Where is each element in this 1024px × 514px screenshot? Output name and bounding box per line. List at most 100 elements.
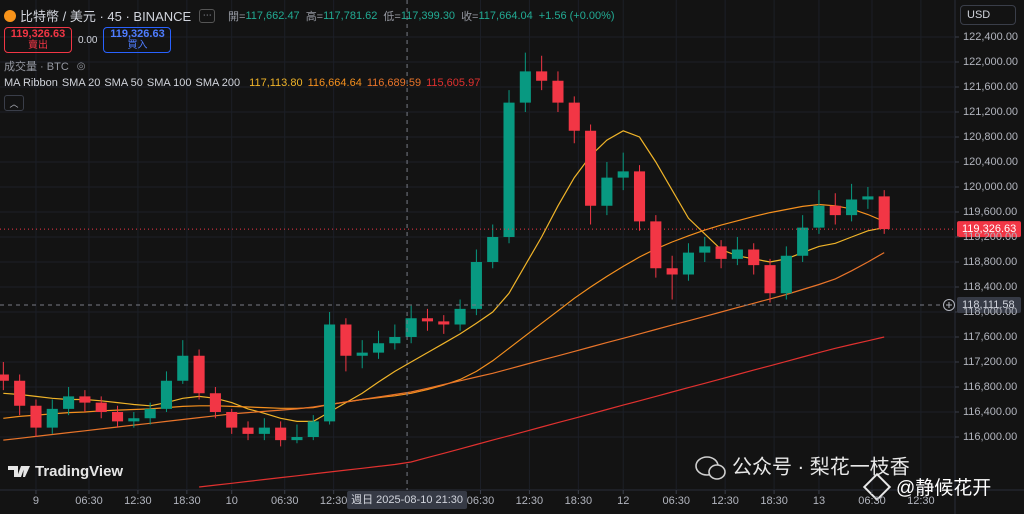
y-tick-label: 119,200.00 xyxy=(963,231,1017,243)
y-tick-label: 116,000.00 xyxy=(963,431,1017,443)
candle-body xyxy=(568,102,580,131)
candle-body xyxy=(372,343,385,353)
candle-body xyxy=(633,171,646,222)
x-tick-label: 06:30 xyxy=(271,495,299,507)
x-tick-label: 10 xyxy=(226,495,238,507)
volume-label: 成交量 · BTC xyxy=(4,61,69,73)
candle-body xyxy=(470,262,482,309)
candle-body xyxy=(552,80,564,103)
y-tick-label: 122,000.00 xyxy=(963,56,1018,68)
x-tick-label: 18:30 xyxy=(760,495,788,507)
y-tick-label: 120,400.00 xyxy=(963,156,1018,168)
candle-body xyxy=(209,393,221,412)
candle-body xyxy=(144,408,156,419)
symbol[interactable]: 比特幣 / 美元 · 45 · BINANCE xyxy=(20,9,192,24)
ohlc-label: 收= xyxy=(461,11,479,23)
legend-entry: SMA 50 xyxy=(104,77,143,89)
last-price-tag xyxy=(957,221,1021,238)
ohlc-value: 117,662.47 xyxy=(245,10,300,22)
candle-body xyxy=(275,427,287,441)
volume-row: 成交量 · BTC ◎ xyxy=(4,58,86,74)
last-price-label: 119,326.63 xyxy=(962,223,1016,235)
symbol-icon xyxy=(4,9,16,22)
x-tick-label: 12:30 xyxy=(907,495,935,507)
x-tick-label: 13 xyxy=(813,495,825,507)
y-tick-label: 121,600.00 xyxy=(963,81,1018,93)
candle-body xyxy=(421,318,434,322)
wechat-icon xyxy=(708,464,726,480)
candle-body xyxy=(601,177,613,206)
watermark: 公众号 · 梨花一枝香 @静候花开 xyxy=(695,455,991,502)
symbol-menu[interactable]: ⋯ xyxy=(199,8,216,23)
candle-body xyxy=(193,355,205,394)
price-axis-bg xyxy=(955,0,1024,514)
candle-body xyxy=(617,171,629,178)
ohlc-row: 開= 117,662.47 高= 117,781.62 低= 117,399.30 收= 11… xyxy=(228,8,615,24)
sell-button[interactable]: 119,326.63 賣出 xyxy=(4,27,72,53)
buy-button[interactable]: 119,326.63 買入 xyxy=(103,27,172,53)
candle-body xyxy=(503,102,515,237)
candle-body xyxy=(862,196,874,200)
candle-body xyxy=(536,71,548,81)
y-tick-label: 118,000.00 xyxy=(963,306,1017,318)
visibility-toggle[interactable]: ◎ xyxy=(76,60,86,72)
x-tick-label: 18:30 xyxy=(173,495,201,507)
logo-text: TradingView xyxy=(35,463,123,480)
spread: 0.00 xyxy=(78,34,98,46)
candle-body xyxy=(111,412,124,422)
ma-value: 116,689.59 xyxy=(366,77,422,89)
y-tick-label: 117,600.00 xyxy=(963,331,1017,343)
sell-price: 119,326.63 xyxy=(10,28,66,40)
x-tick-label: 9 xyxy=(33,495,39,507)
symbol-row: 比特幣 / 美元 · 45 · BINANCE ⋯ xyxy=(4,6,216,25)
candle-body xyxy=(731,249,743,259)
ohlc-change: +1.56 (+0.00%) xyxy=(538,10,615,22)
y-tick-label: 118,800.00 xyxy=(963,256,1017,268)
candle-body xyxy=(79,396,91,403)
ohlc-value: 117,399.30 xyxy=(400,10,456,22)
y-tick-label: 117,200.00 xyxy=(963,356,1017,368)
x-tick-label: 06:30 xyxy=(467,495,495,507)
candle-body xyxy=(63,396,75,409)
x-tick-label: 12:30 xyxy=(124,495,152,507)
y-tick-label: 119,600.00 xyxy=(963,206,1017,218)
candle-body xyxy=(666,268,678,275)
candle-body xyxy=(748,249,760,266)
candle-body xyxy=(340,324,352,356)
collapse-button[interactable]: ︿ xyxy=(4,95,24,111)
candle-body xyxy=(699,246,711,253)
candle-body xyxy=(242,427,254,434)
grid xyxy=(0,0,955,490)
candle-body xyxy=(715,246,727,259)
candle-body xyxy=(454,308,466,325)
candle-body xyxy=(226,412,238,428)
ma-line xyxy=(3,130,885,422)
indicator-name: MA Ribbon xyxy=(4,77,58,89)
x-tick-label: 12:30 xyxy=(516,495,544,507)
currency-dropdown[interactable]: USD xyxy=(960,5,1016,25)
buy-price: 119,326.63 xyxy=(110,28,165,40)
crosshair-x-tag xyxy=(347,491,468,509)
candle-body xyxy=(878,196,890,230)
candle-body xyxy=(405,318,417,337)
candle-body xyxy=(356,352,368,356)
x-tick-label: 06:30 xyxy=(858,495,886,507)
legend-entry: SMA 200 xyxy=(195,77,241,89)
add-alert-icon xyxy=(946,302,952,309)
candles xyxy=(0,52,890,447)
watermark-handle: @静候花开 xyxy=(896,477,991,499)
candle-body xyxy=(95,402,107,412)
x-tick-label: 06:30 xyxy=(75,495,103,507)
candle-body xyxy=(764,265,776,294)
y-tick-label: 118,400.00 xyxy=(963,281,1017,293)
candle-body xyxy=(160,380,173,409)
candle-body xyxy=(291,437,303,441)
candle-body xyxy=(650,221,662,269)
candle-body xyxy=(829,205,841,216)
candle-body xyxy=(780,255,792,294)
x-tick-label: 12:30 xyxy=(711,495,739,507)
ohlc-label: 高= xyxy=(305,11,324,23)
